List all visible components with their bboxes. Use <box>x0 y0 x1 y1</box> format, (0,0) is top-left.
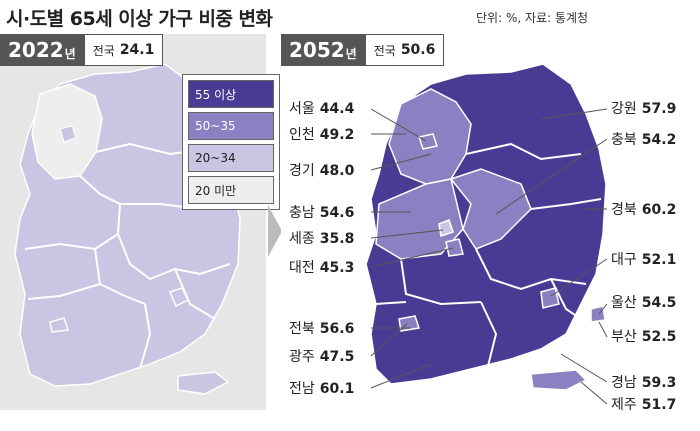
label-gyeongnam: 경남 59.3 <box>611 375 677 391</box>
label-seoul: 서울 44.4 <box>289 101 355 117</box>
year-tag-2052: 2052 년 전국 50.6 <box>281 34 445 66</box>
label-daejeon: 대전 45.3 <box>289 260 355 276</box>
unit-source-note: 단위: %, 자료: 통계청 <box>476 11 589 25</box>
label-chungnam: 충남 54.6 <box>289 205 355 221</box>
seoul-2022 <box>59 125 77 143</box>
legend-item-55plus: 55 이상 <box>188 80 274 108</box>
label-sejong: 세종 35.8 <box>289 231 355 247</box>
label-daegu: 대구 52.1 <box>611 252 677 268</box>
jeju-2022 <box>177 371 230 395</box>
label-gangwon: 강원 57.9 <box>611 101 677 117</box>
seoul-2052 <box>418 133 438 150</box>
sejong-2052 <box>438 219 454 237</box>
national-value: 전국 50.6 <box>364 34 445 66</box>
year-label: 2022 년 <box>0 34 84 66</box>
chungbuk-2052 <box>449 168 532 250</box>
map-panel-2022: 2022 년 전국 24.1 55 이상 50~35 20~34 20 미만 <box>0 34 280 410</box>
label-incheon: 인천 49.2 <box>289 127 355 143</box>
jeju-2052 <box>530 369 588 391</box>
page-title: 시·도별 65세 이상 가구 비중 변화 <box>6 8 273 30</box>
daegu-2052 <box>540 287 560 309</box>
label-ulsan: 울산 54.5 <box>611 295 677 311</box>
year-label: 2052 년 <box>281 34 365 66</box>
label-jeju: 제주 51.7 <box>611 397 677 413</box>
year-tag-2022: 2022 년 전국 24.1 <box>0 34 164 66</box>
label-gwangju: 광주 47.5 <box>289 349 355 365</box>
daejeon-2052 <box>445 238 464 257</box>
legend-item-20-34: 20~34 <box>188 144 274 172</box>
map-panel-2052: 2052 년 전국 50.6 서울 44.4 인천 49.2 경기 48.0 충남 54.6… <box>281 34 700 413</box>
national-value: 전국 24.1 <box>83 34 164 66</box>
korea-map-2052 <box>365 63 608 405</box>
label-gyeongbuk: 경북 60.2 <box>611 202 677 218</box>
legend-item-under20: 20 미만 <box>188 176 274 204</box>
transition-arrow-icon <box>268 205 282 257</box>
label-busan: 부산 52.5 <box>611 329 677 345</box>
label-jeonbuk: 전북 56.6 <box>289 321 355 337</box>
ulsan-2052 <box>590 305 606 323</box>
legend-item-50-35: 50~35 <box>188 112 274 140</box>
map-legend: 55 이상 50~35 20~34 20 미만 <box>182 74 280 210</box>
label-gyeonggi: 경기 48.0 <box>289 163 355 179</box>
label-jeonnam: 전남 60.1 <box>289 381 355 397</box>
label-chungbuk: 충북 54.2 <box>611 132 677 148</box>
